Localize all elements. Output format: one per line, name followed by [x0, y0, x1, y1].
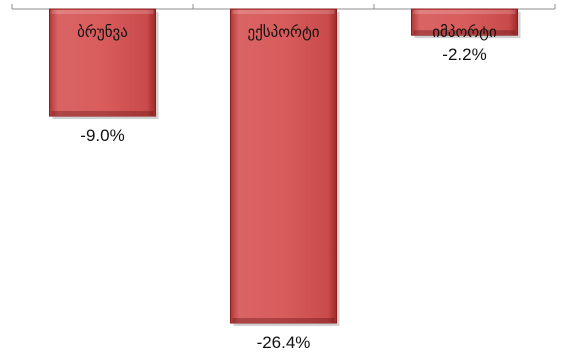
bar-layer [49, 8, 521, 326]
bar-bevel [413, 30, 516, 35]
bar-bevel [51, 10, 154, 14]
bar [411, 8, 518, 36]
category-label: ბრუნვა [77, 23, 128, 41]
axis-layer [11, 4, 556, 10]
bar-bevel [413, 10, 516, 14]
bar [230, 8, 337, 324]
category-label: იმპორტი [432, 23, 497, 41]
label-layer: ბრუნვა -9.0% ექსპორტი -26.4% იმპორტი -2.2% [77, 23, 497, 352]
data-label: -26.4% [257, 333, 311, 352]
bar [49, 8, 156, 117]
bar-bevel [232, 10, 335, 14]
category-label: ექსპორტი [247, 23, 319, 41]
data-label: -2.2% [442, 45, 486, 64]
bar-bevel [232, 318, 335, 322]
data-label: -9.0% [80, 126, 124, 145]
bar-bevel [51, 111, 154, 116]
